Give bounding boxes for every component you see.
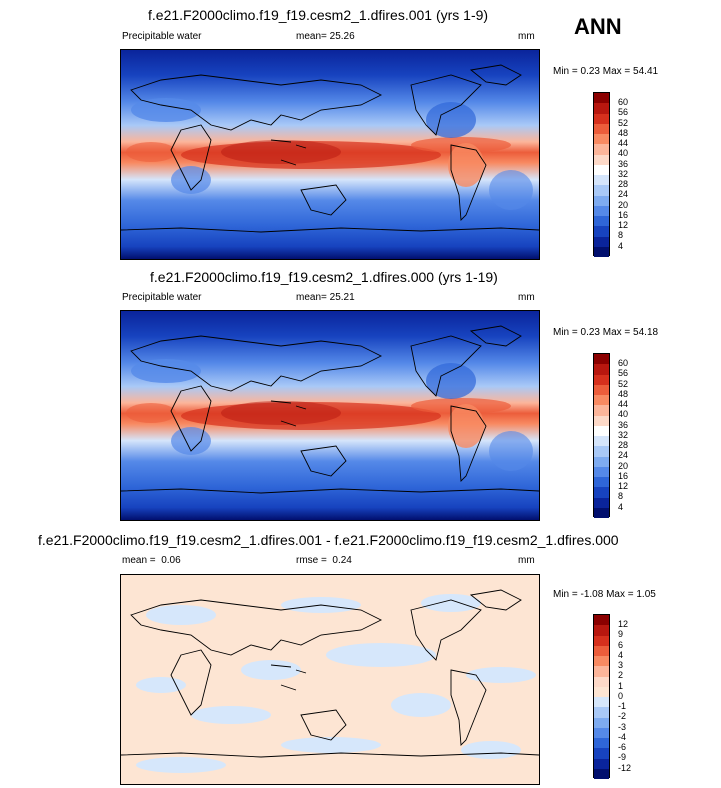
colorbar-tick: 1 bbox=[618, 681, 624, 691]
panel1-colorbar bbox=[593, 92, 610, 257]
colorbar-tick: 24 bbox=[618, 189, 629, 199]
colorbar-tick: 0 bbox=[618, 691, 624, 701]
colorbar-tick: 12 bbox=[618, 619, 629, 629]
colorbar-tick: 40 bbox=[618, 148, 629, 158]
panel2-units: mm bbox=[518, 292, 535, 303]
colorbar-tick: -6 bbox=[618, 742, 627, 752]
season-label: ANN bbox=[574, 14, 622, 39]
colorbar-tick: 20 bbox=[618, 200, 629, 210]
colorbar-tick: 8 bbox=[618, 491, 624, 501]
colorbar-tick: 52 bbox=[618, 118, 629, 128]
panel3-mean-label: mean = 0.06 bbox=[122, 555, 181, 566]
panel1-minmax: Min = 0.23 Max = 54.41 bbox=[553, 66, 659, 77]
panel2-colorbar bbox=[593, 353, 610, 518]
colorbar-tick: 6 bbox=[618, 640, 624, 650]
colorbar-tick: 32 bbox=[618, 430, 629, 440]
panel3-mean-value: 0.06 bbox=[161, 555, 181, 566]
colorbar-tick: 36 bbox=[618, 159, 629, 169]
colorbar-tick: 16 bbox=[618, 471, 629, 481]
panel1-mean-label: mean= 25.26 bbox=[296, 31, 355, 42]
colorbar-tick: 40 bbox=[618, 409, 629, 419]
colorbar-tick: 60 bbox=[618, 97, 629, 107]
colorbar-tick: -3 bbox=[618, 722, 627, 732]
colorbar-tick: 56 bbox=[618, 368, 629, 378]
colorbar-tick: 8 bbox=[618, 230, 624, 240]
panel3-rmse-label: rmse = 0.24 bbox=[296, 555, 352, 566]
colorbar-tick: 52 bbox=[618, 379, 629, 389]
colorbar-tick: 4 bbox=[618, 502, 624, 512]
colorbar-tick: 48 bbox=[618, 128, 629, 138]
colorbar-tick: 12 bbox=[618, 220, 629, 230]
panel2-mean-label: mean= 25.21 bbox=[296, 292, 355, 303]
colorbar-tick: 3 bbox=[618, 660, 624, 670]
colorbar-tick: 44 bbox=[618, 138, 629, 148]
colorbar-tick: -1 bbox=[618, 701, 627, 711]
panel1-mean-value: 25.26 bbox=[329, 31, 355, 42]
panel2-title: f.e21.F2000climo.f19_f19.cesm2_1.dfires.… bbox=[150, 269, 498, 285]
colorbar-tick: -9 bbox=[618, 752, 627, 762]
panel3-title: f.e21.F2000climo.f19_f19.cesm2_1.dfires.… bbox=[38, 532, 619, 548]
colorbar-tick: -12 bbox=[618, 763, 632, 773]
panel3-map bbox=[120, 574, 540, 785]
colorbar-tick: 9 bbox=[618, 629, 624, 639]
colorbar-tick: 48 bbox=[618, 389, 629, 399]
colorbar-tick: 32 bbox=[618, 169, 629, 179]
panel1-units: mm bbox=[518, 31, 535, 42]
colorbar-tick: 60 bbox=[618, 358, 629, 368]
panel1-map bbox=[120, 49, 540, 260]
colorbar-tick: 4 bbox=[618, 241, 624, 251]
panel3-colorbar bbox=[593, 614, 610, 779]
panel3-units: mm bbox=[518, 555, 535, 566]
panel2-variable-label: Precipitable water bbox=[122, 292, 202, 303]
panel1-title: f.e21.F2000climo.f19_f19.cesm2_1.dfires.… bbox=[148, 7, 489, 23]
panel2-map bbox=[120, 310, 540, 521]
colorbar-tick: 28 bbox=[618, 440, 629, 450]
panel2-minmax: Min = 0.23 Max = 54.18 bbox=[553, 327, 659, 338]
colorbar-tick: 2 bbox=[618, 670, 624, 680]
colorbar-tick: 24 bbox=[618, 450, 629, 460]
colorbar-tick: 28 bbox=[618, 179, 629, 189]
colorbar-tick: 56 bbox=[618, 107, 629, 117]
colorbar-tick: 4 bbox=[618, 650, 624, 660]
colorbar-tick: 16 bbox=[618, 210, 629, 220]
panel3-minmax: Min = -1.08 Max = 1.05 bbox=[553, 589, 656, 600]
colorbar-tick: 20 bbox=[618, 461, 629, 471]
colorbar-tick: -4 bbox=[618, 732, 627, 742]
colorbar-tick: 44 bbox=[618, 399, 629, 409]
panel3-rmse-value: 0.24 bbox=[332, 555, 352, 566]
colorbar-tick: 12 bbox=[618, 481, 629, 491]
panel1-variable-label: Precipitable water bbox=[122, 31, 202, 42]
colorbar-tick: 36 bbox=[618, 420, 629, 430]
colorbar-tick: -2 bbox=[618, 711, 627, 721]
panel2-mean-value: 25.21 bbox=[329, 292, 355, 303]
